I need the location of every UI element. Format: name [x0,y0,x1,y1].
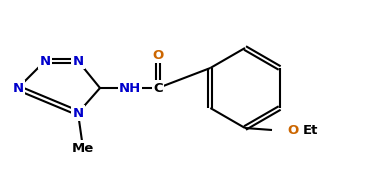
Text: N: N [39,55,51,68]
Text: O: O [152,48,164,61]
Text: N: N [72,55,84,68]
Text: N: N [72,107,84,119]
Text: Et: Et [303,124,318,137]
Text: Me: Me [72,141,94,154]
Text: N: N [12,81,24,94]
Text: NH: NH [119,81,141,94]
Text: C: C [153,81,163,94]
Text: O: O [287,124,298,137]
